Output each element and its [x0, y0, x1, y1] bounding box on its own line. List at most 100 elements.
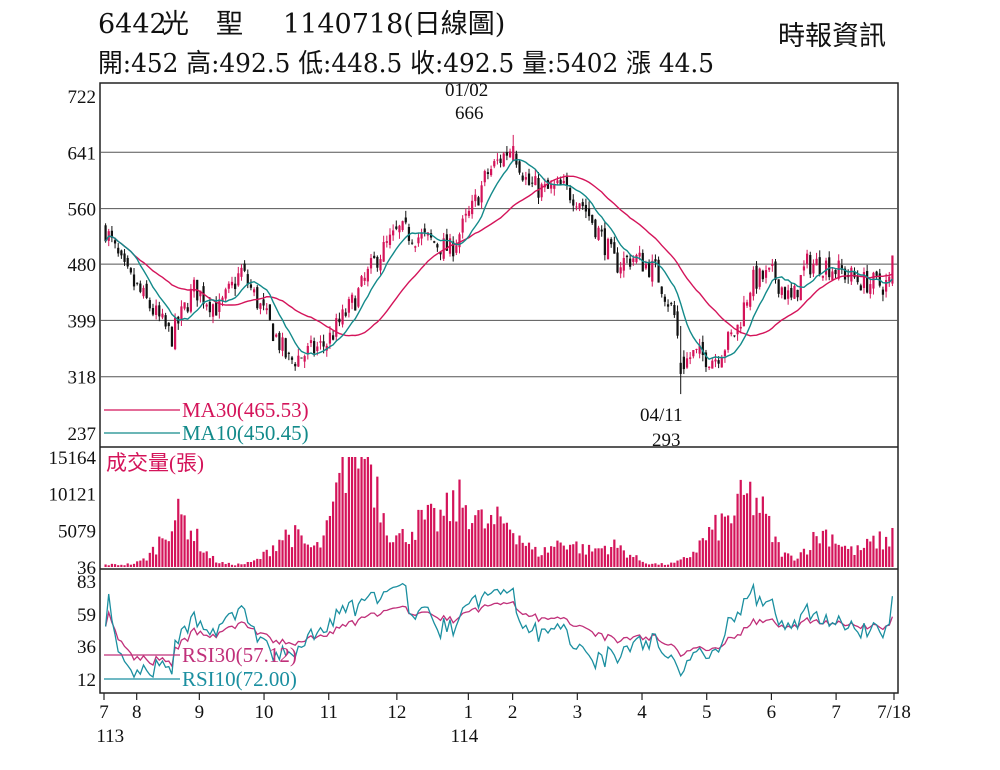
x-tick-label: 2 — [508, 702, 518, 723]
volume-bar — [265, 549, 268, 567]
gridlines — [100, 151, 898, 378]
candle-body — [562, 180, 565, 184]
volume-bar — [780, 556, 783, 567]
candle-body — [859, 285, 862, 291]
candle-body — [423, 228, 426, 233]
volume-bar — [600, 548, 603, 567]
volume-bar — [875, 548, 878, 567]
candle-body — [654, 259, 657, 262]
candle-body — [584, 204, 588, 212]
volume-bar — [540, 555, 543, 567]
volume-bar — [676, 560, 679, 567]
candle-body — [398, 225, 401, 233]
candle-body — [834, 269, 837, 275]
stock-code: 6442 — [98, 9, 167, 40]
candle-body — [761, 270, 764, 280]
candle-body — [183, 302, 186, 309]
candle-body — [234, 283, 237, 290]
volume-bar — [562, 545, 565, 567]
candle-body — [651, 260, 654, 282]
volume-bar — [878, 531, 881, 567]
candle-body — [505, 152, 509, 156]
candle-body — [869, 284, 872, 294]
candle-body — [720, 357, 723, 368]
volume-bar — [155, 554, 158, 567]
candle-body — [471, 200, 474, 215]
candle-body — [632, 258, 635, 263]
volume-bar — [796, 558, 799, 567]
candle-body — [638, 252, 641, 257]
volume-bar — [771, 542, 774, 567]
volume-bar — [502, 523, 505, 567]
candle-body — [635, 254, 638, 263]
volume-axis: 15164 10121 5079 36 — [49, 448, 97, 579]
x-tick-label: 3 — [573, 702, 583, 723]
candle-body — [780, 287, 783, 295]
volume-bar — [654, 563, 657, 567]
volume-bar — [448, 521, 452, 567]
x-year-label: 114 — [450, 726, 478, 747]
candle-body — [701, 341, 704, 355]
candle-body — [502, 153, 505, 167]
ma30-legend-label: MA30(465.53) — [182, 398, 309, 422]
volume-bar — [632, 557, 635, 567]
volume-bar — [461, 507, 464, 567]
volume-bar — [802, 548, 806, 567]
volume-bar — [354, 457, 357, 567]
volume-bar — [215, 562, 218, 567]
volume-bar — [505, 522, 509, 567]
candle-body — [417, 237, 420, 244]
candle-body — [764, 270, 768, 278]
volume-bar — [173, 520, 177, 567]
stock-name: 光 聖 — [162, 9, 243, 40]
candle-body — [167, 322, 170, 327]
candle-body — [306, 346, 309, 354]
volume-bar — [104, 564, 107, 567]
candle-body — [439, 251, 442, 255]
candle-body — [565, 176, 569, 186]
volume-bar — [587, 544, 591, 567]
chart-date-label: 1140718(日線圖) — [283, 9, 505, 40]
candle-body — [309, 340, 313, 344]
volume-bar — [142, 558, 145, 567]
candle-body — [708, 366, 711, 368]
volume-bar — [240, 564, 243, 567]
price-axis: 722 641 560 480 399 318 237 — [68, 87, 97, 445]
candle-body — [360, 276, 363, 287]
candle-body — [692, 350, 695, 357]
candle-body — [676, 311, 679, 336]
low-annotation: 04/11 293 — [640, 405, 683, 451]
candle-body — [461, 218, 464, 233]
volume-bar — [110, 563, 114, 567]
candle-body — [392, 230, 395, 236]
volume-bar — [837, 544, 840, 567]
volume-bar — [218, 563, 221, 567]
volume-bar — [224, 563, 227, 567]
price-tick-label: 237 — [68, 424, 97, 445]
candle-body — [474, 194, 477, 202]
candle-body — [790, 287, 793, 298]
candle-body — [385, 241, 388, 243]
volume-bar — [553, 546, 556, 567]
candle-body — [366, 268, 369, 282]
volume-bar — [177, 498, 180, 567]
candle-body — [256, 287, 259, 309]
candle-body — [192, 279, 196, 292]
candle-body — [616, 252, 619, 273]
candle-body — [161, 313, 164, 318]
volume-bar — [831, 534, 834, 567]
volume-bar — [619, 545, 622, 567]
volume-bar — [572, 544, 575, 567]
volume-bar — [606, 554, 610, 567]
ma-legend: MA30(465.53) MA10(450.45) — [104, 398, 309, 445]
candle-body — [202, 286, 205, 304]
candle-body — [477, 197, 480, 206]
volume-tick-label: 36 — [77, 558, 96, 579]
volume-bars — [104, 457, 894, 567]
candle-body — [578, 203, 581, 209]
volume-bar — [758, 512, 761, 567]
price-tick-label: 560 — [68, 200, 97, 221]
chart-frame — [99, 82, 899, 694]
candle-body — [164, 315, 167, 327]
volume-bar — [417, 509, 420, 567]
